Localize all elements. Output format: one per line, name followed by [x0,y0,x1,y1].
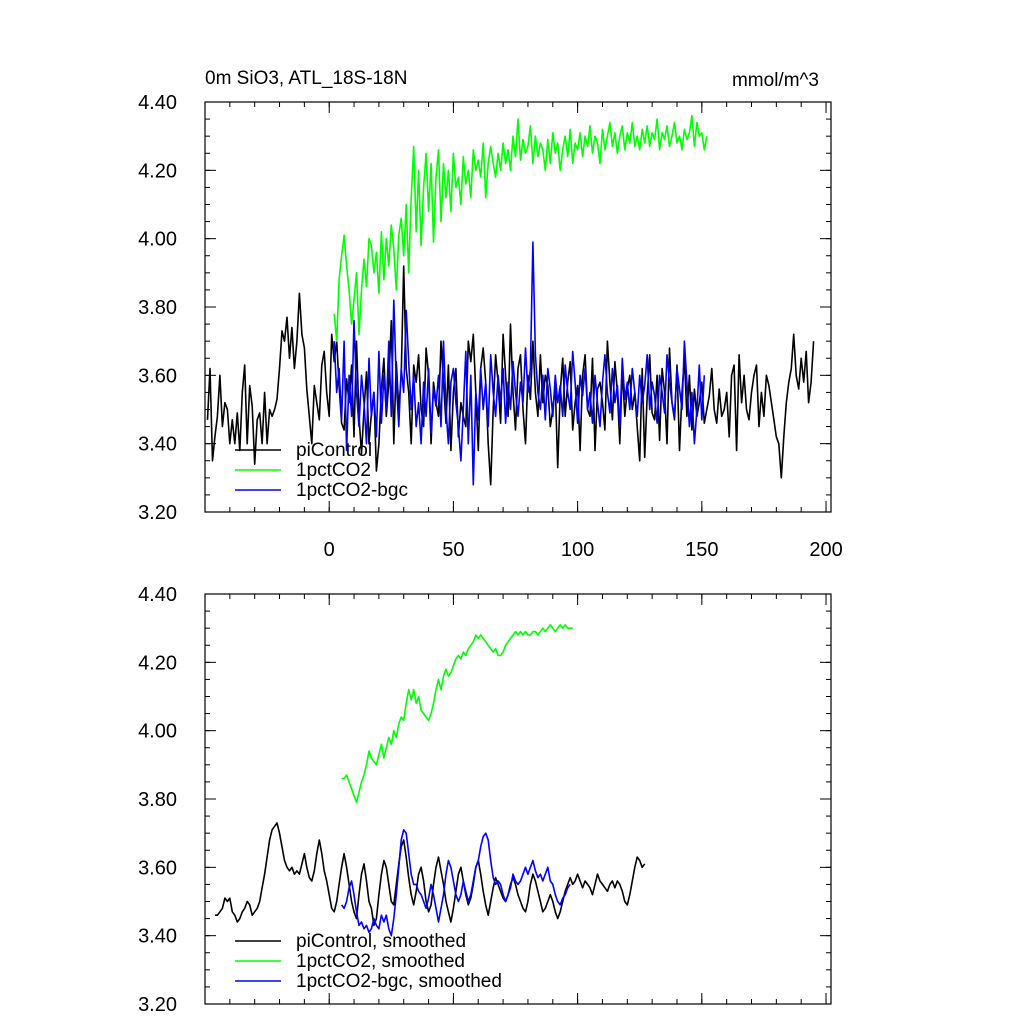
series-line-picontrol-smoothed [214,822,646,927]
x-tick-label: 0 [324,539,335,561]
y-tick-label: 4.00 [138,721,177,743]
series-line-1pctco2-smoothed [341,623,573,804]
series-line-1pctco2-bgc [333,241,706,486]
top-panel-series [206,114,815,486]
top-panel-units: mmol/m^3 [732,70,819,91]
y-tick-label: 4.40 [138,584,177,606]
legend-label: piControl, smoothed [296,931,466,952]
x-tick-label: 50 [442,539,464,561]
y-tick-label: 3.40 [138,434,177,456]
legend-label: 1pctCO2-bgc [296,480,408,501]
top-panel-title: 0m SiO3, ATL_18S-18N [205,68,407,89]
bottom-panel-axes: 3.20 3.40 3.60 3.80 4.00 4.20 4.40 [138,584,832,1016]
legend-label: 1pctCO2 [296,460,371,481]
x-tick-label: 150 [685,539,718,561]
top-panel: 0m SiO3, ATL_18S-18N mmol/m^3 3.203.403.… [138,68,843,561]
bottom-panel-series [214,623,646,937]
y-tick-label: 3.40 [138,926,177,948]
series-line-1pctco2 [333,114,708,343]
legend-label: 1pctCO2, smoothed [296,951,465,972]
y-tick-label: 3.20 [138,994,177,1016]
y-tick-label: 3.20 [138,502,177,524]
x-tick-label: 100 [561,539,594,561]
y-tick-label: 4.20 [138,652,177,674]
x-tick-label: 200 [809,539,842,561]
y-tick-label: 3.80 [138,789,177,811]
y-tick-label: 3.60 [138,365,177,387]
y-tick-label: 3.80 [138,297,177,319]
top-panel-axes: 3.20 3.40 3.60 3.80 4.00 4.20 4.40 0 50 100 150 200 [138,92,843,561]
legend-label: piControl [296,440,372,461]
y-tick-label: 3.60 [138,857,177,879]
y-tick-label: 4.20 [138,160,177,182]
y-tick-label: 4.00 [138,229,177,251]
series-line-1pctco2-bgc-smoothed [340,828,571,937]
bottom-panel: 3.20 3.40 3.60 3.80 4.00 4.20 4.40 piControl, … [138,584,832,1016]
legend-label: 1pctCO2-bgc, smoothed [296,971,502,992]
series-line-picontrol [206,265,815,486]
y-tick-label: 4.40 [138,92,177,114]
